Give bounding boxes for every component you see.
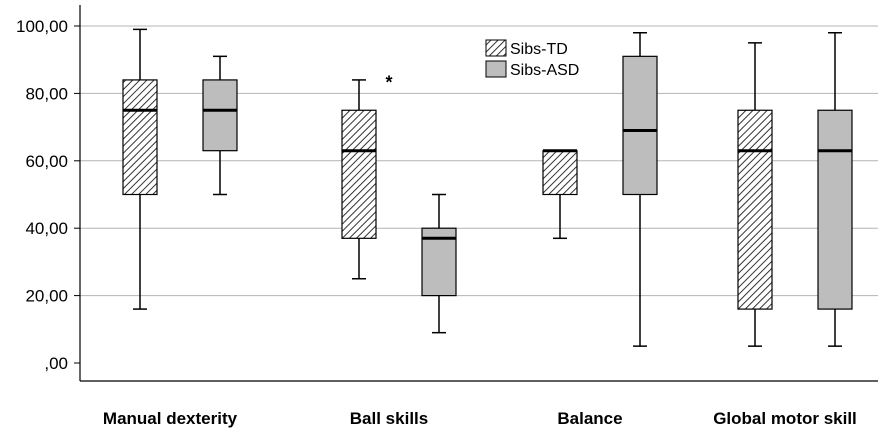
y-tick-label: 60,00: [25, 152, 68, 171]
y-tick-label: 80,00: [25, 84, 68, 103]
box-iqr: [622, 55, 658, 196]
box-iqr: [737, 109, 773, 310]
legend-label-sibs-asd: Sibs-ASD: [510, 62, 579, 79]
axes: [74, 5, 878, 382]
x-category-label: Balance: [557, 409, 622, 428]
x-category-label: Ball skills: [350, 409, 428, 428]
box-iqr: [122, 79, 158, 196]
box-series: *: [122, 28, 853, 347]
box-sibs-asd: [421, 193, 457, 334]
x-axis-categories: Manual dexterity Ball skills Balance Global…: [103, 409, 857, 428]
box-sibs-td: *: [341, 73, 393, 280]
box-sibs-asd: [622, 31, 658, 347]
legend-label-sibs-td: Sibs-TD: [510, 41, 568, 58]
box-iqr: [341, 109, 377, 239]
box-sibs-td: [737, 42, 773, 347]
x-category-label: Global motor skill: [713, 409, 857, 428]
outlier-marker: *: [385, 73, 392, 93]
box-sibs-asd: [817, 31, 853, 347]
box-sibs-td: [542, 149, 578, 240]
legend: Sibs-TD Sibs-ASD: [485, 39, 579, 79]
legend-swatch-sibs-asd: [485, 60, 507, 78]
y-tick-label: 40,00: [25, 219, 68, 238]
y-tick-label: 20,00: [25, 287, 68, 306]
box-iqr: [542, 150, 578, 196]
y-axis-ticks: 100,00 80,00 60,00 40,00 20,00 ,00: [16, 17, 68, 373]
x-category-label: Manual dexterity: [103, 409, 238, 428]
box-sibs-asd: [202, 55, 238, 196]
y-tick-label: ,00: [44, 354, 68, 373]
y-tick-label: 100,00: [16, 17, 68, 36]
box-iqr: [817, 109, 853, 310]
legend-swatch-sibs-td: [485, 39, 507, 57]
box-iqr: [202, 79, 238, 152]
box-sibs-td: [122, 28, 158, 310]
